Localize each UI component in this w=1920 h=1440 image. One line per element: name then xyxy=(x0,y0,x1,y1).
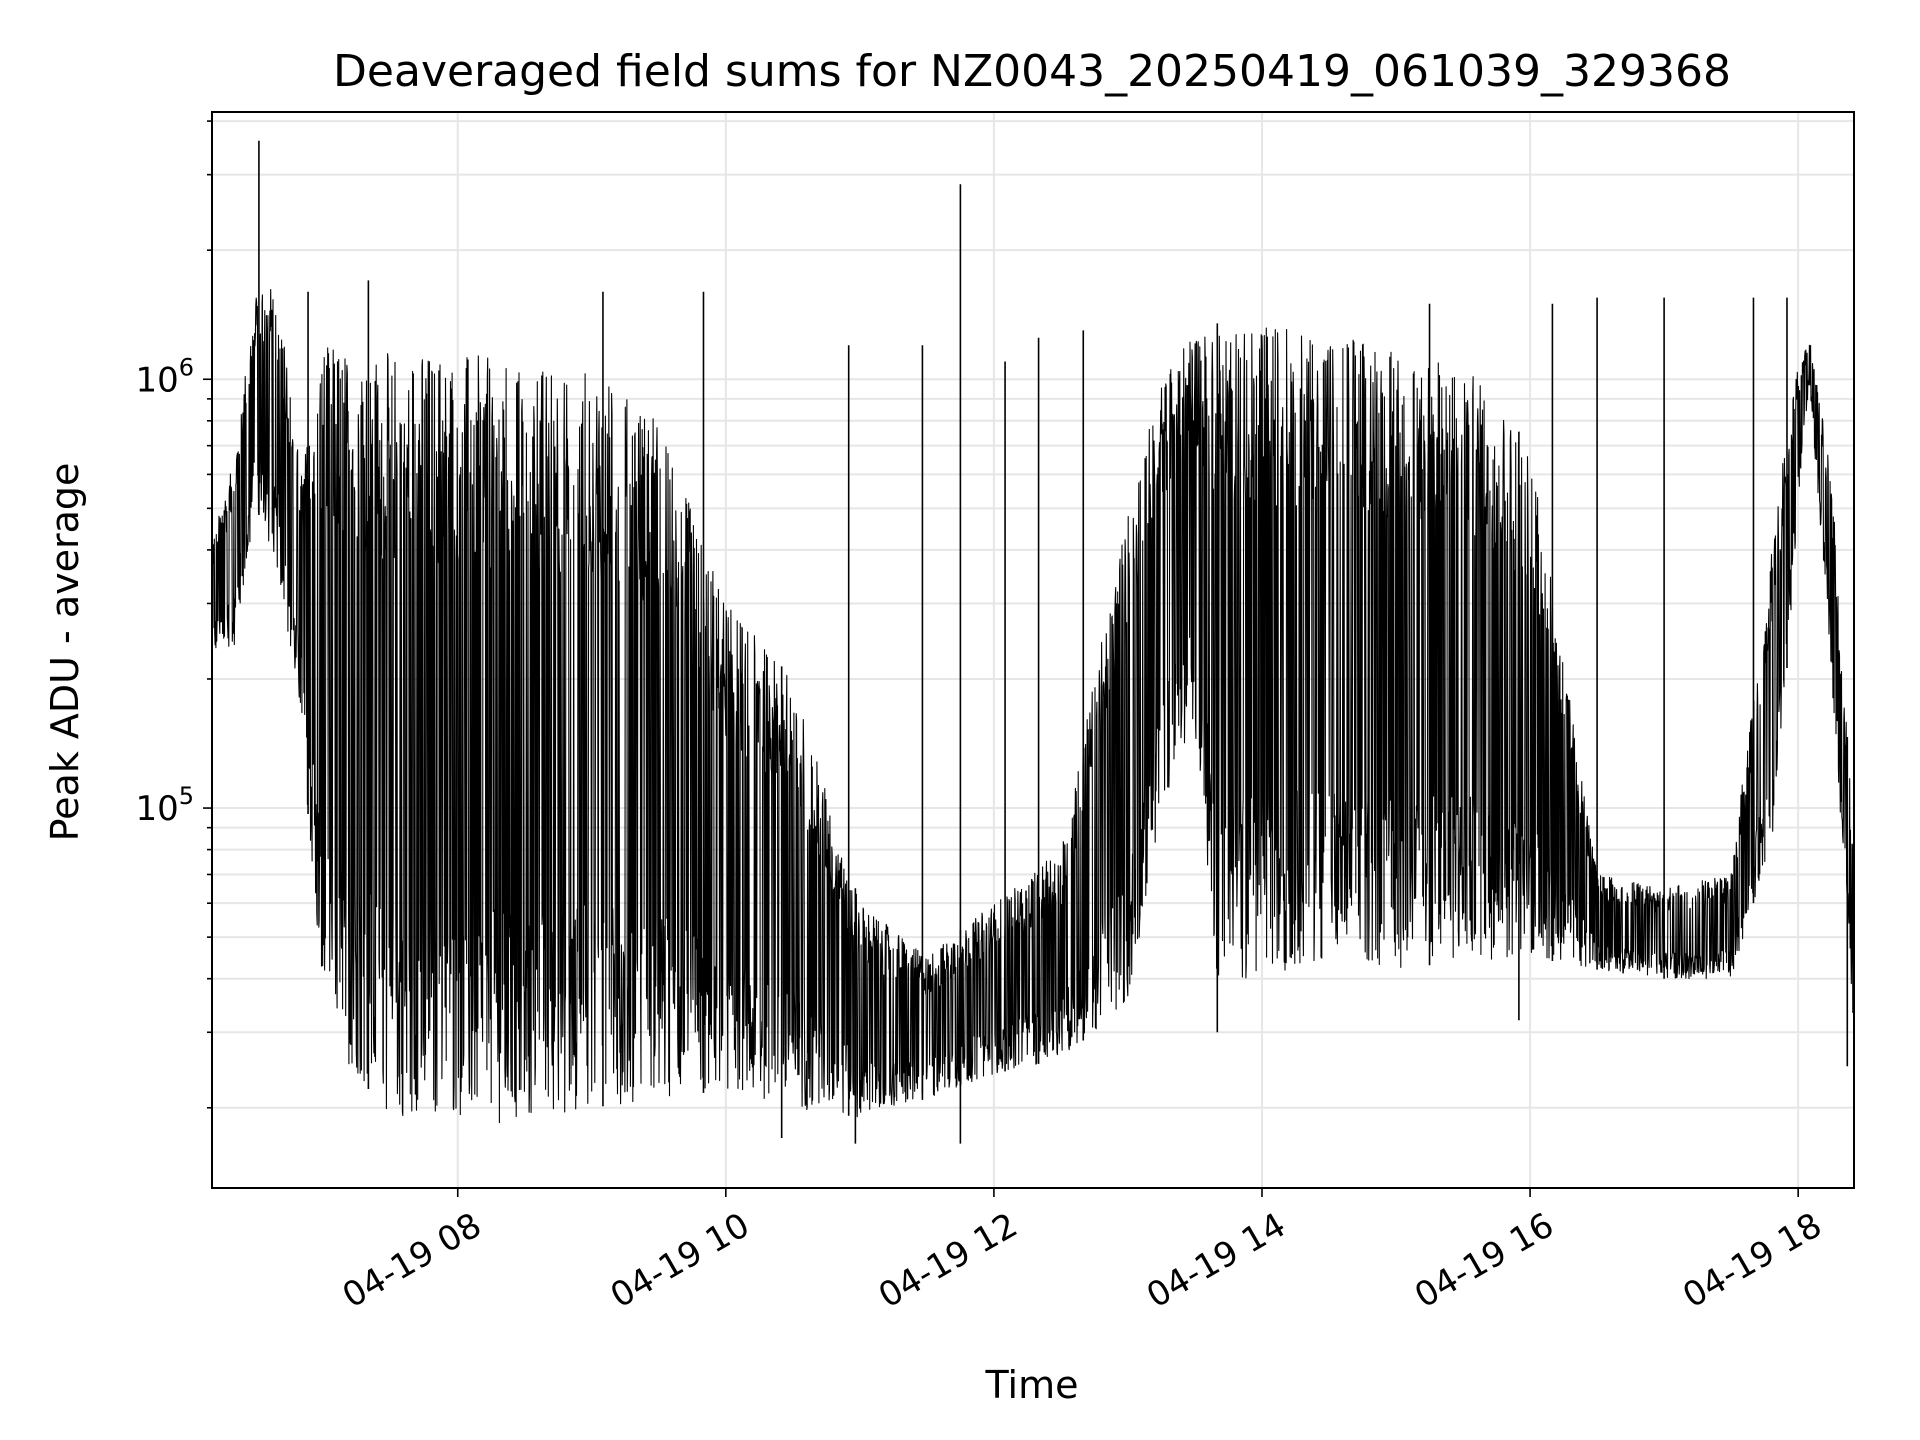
series-layer xyxy=(212,140,1854,1144)
y-tick-label: 105 xyxy=(135,782,194,829)
plot-frame xyxy=(211,111,1855,1189)
plot-area xyxy=(212,140,1854,1144)
y-axis-label: Peak ADU - average xyxy=(43,463,87,842)
y-tick-label: 106 xyxy=(135,353,194,400)
y-axis: 105 106 xyxy=(135,120,212,1109)
series-line xyxy=(212,289,1854,1124)
x-axis-label: Time xyxy=(985,1363,1079,1407)
chart-title: Deaveraged field sums for NZ0043_2025041… xyxy=(333,46,1731,97)
